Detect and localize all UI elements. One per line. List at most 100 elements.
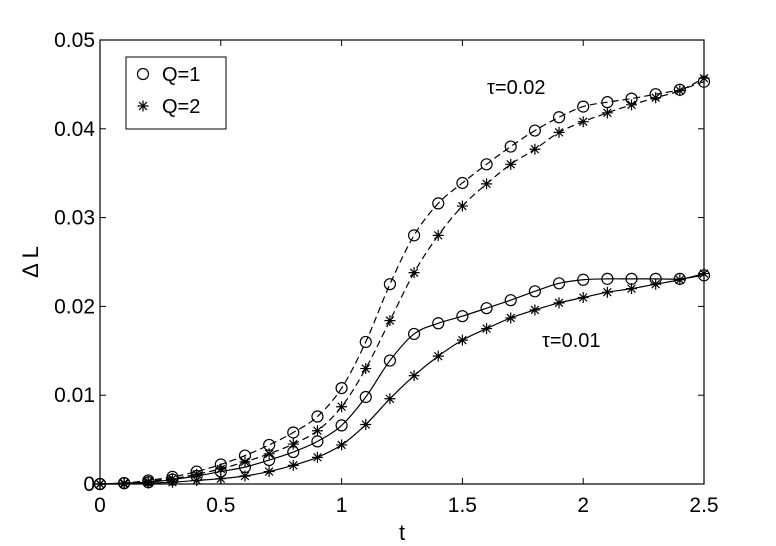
legend-label-q2: Q=2 [162, 96, 200, 118]
data-point-circle [287, 426, 300, 439]
data-point-circle [432, 197, 445, 210]
data-point-circle [287, 445, 300, 459]
data-point-asterisk [360, 363, 372, 375]
data-point-circle [480, 158, 493, 171]
data-point-asterisk [336, 401, 348, 413]
data-point-circle [528, 124, 541, 137]
plot-area-frame [99, 39, 705, 485]
data-point-circle [504, 140, 517, 153]
data-point-asterisk [263, 448, 275, 460]
x-tick-label: 2.5 [689, 494, 718, 517]
data-point-asterisk [577, 292, 589, 304]
data-point-asterisk [408, 267, 420, 279]
data-point-circle [383, 278, 397, 291]
data-point-asterisk [311, 451, 323, 463]
series-line [99, 77, 705, 485]
data-point-circle [407, 229, 421, 242]
data-point-asterisk [384, 315, 396, 327]
data-point-circle [528, 285, 541, 298]
data-point-asterisk [263, 466, 275, 478]
series-1 [94, 72, 710, 490]
data-point-asterisk [287, 459, 299, 471]
data-point-asterisk [626, 283, 638, 295]
data-point-circle [552, 111, 566, 124]
series-line [99, 274, 705, 485]
data-point-asterisk [577, 116, 589, 128]
series-layer [93, 72, 711, 491]
data-point-asterisk [601, 107, 613, 119]
data-point-circle [577, 273, 590, 286]
data-point-asterisk [191, 474, 203, 486]
data-point-asterisk [601, 286, 613, 298]
x-tick-label: 0.5 [206, 494, 235, 517]
x-axis-label: t [399, 520, 405, 545]
data-point-asterisk [142, 477, 154, 489]
data-point-circle [552, 277, 566, 290]
data-point-asterisk [650, 92, 662, 104]
data-point-asterisk [626, 99, 638, 111]
ticks-layer: 0 0.5 1 1.5 2 2.5 0 0.01 0.02 0.03 0.04 0.05 [54, 29, 718, 517]
data-point-asterisk [674, 274, 686, 286]
data-point-asterisk [505, 158, 517, 170]
x-tick-label: 1 [336, 494, 348, 517]
data-point-circle [263, 453, 276, 467]
data-point-asterisk [408, 370, 420, 382]
annotation-tau-0-02: τ=0.02 [487, 77, 546, 99]
data-point-asterisk [481, 323, 493, 335]
data-point-circle [383, 354, 397, 367]
data-point-circle [359, 335, 372, 349]
data-point-asterisk [553, 126, 565, 138]
annotation-tau-0-01: τ=0.01 [542, 330, 601, 352]
data-point-circle [432, 317, 445, 330]
data-point-circle [359, 390, 372, 404]
data-point-asterisk [287, 438, 299, 450]
data-point-asterisk [456, 334, 468, 346]
data-point-circle [335, 419, 348, 432]
data-point-asterisk [239, 470, 251, 482]
data-point-asterisk [432, 229, 444, 241]
data-point-asterisk [432, 350, 444, 362]
data-point-asterisk [360, 419, 372, 431]
series-line [99, 272, 705, 485]
data-point-circle [335, 381, 348, 395]
series-3 [94, 268, 710, 490]
data-point-asterisk [553, 297, 565, 309]
data-point-asterisk [191, 468, 203, 480]
series-line [99, 81, 705, 485]
data-point-circle [311, 435, 324, 448]
series-2 [93, 269, 711, 491]
data-point-circle [407, 327, 421, 341]
data-point-asterisk [505, 312, 517, 324]
legend-marker-circle [136, 67, 150, 81]
data-point-asterisk [650, 278, 662, 290]
y-tick-label: 0.05 [54, 29, 95, 52]
y-tick-label: 0.03 [54, 207, 95, 230]
x-tick-label: 0 [94, 494, 106, 517]
legend-marker-asterisk [137, 100, 149, 112]
x-tick-label: 2 [577, 494, 589, 517]
y-tick-label: 0 [83, 473, 95, 496]
data-point-asterisk [215, 463, 227, 475]
data-point-circle [456, 176, 469, 190]
data-point-circle [311, 410, 324, 423]
data-point-circle [504, 294, 517, 307]
legend: Q=1 Q=2 [125, 56, 227, 130]
data-point-asterisk [674, 85, 686, 97]
data-point-asterisk [166, 476, 178, 488]
data-point-circle [480, 302, 493, 315]
y-tick-label: 0.01 [54, 384, 95, 407]
data-point-asterisk [311, 425, 323, 437]
x-tick-label: 1.5 [448, 494, 477, 517]
data-point-asterisk [456, 200, 468, 212]
legend-circle-marker [136, 67, 150, 81]
data-point-asterisk [481, 178, 493, 190]
legend-label-q1: Q=1 [162, 64, 200, 86]
series-0 [93, 75, 711, 491]
data-point-circle [577, 100, 590, 113]
y-axis-label: Δ L [18, 246, 43, 278]
legend-asterisk-marker [137, 100, 149, 112]
data-point-circle [601, 272, 614, 285]
data-point-asterisk [336, 439, 348, 451]
data-point-asterisk [529, 143, 541, 155]
